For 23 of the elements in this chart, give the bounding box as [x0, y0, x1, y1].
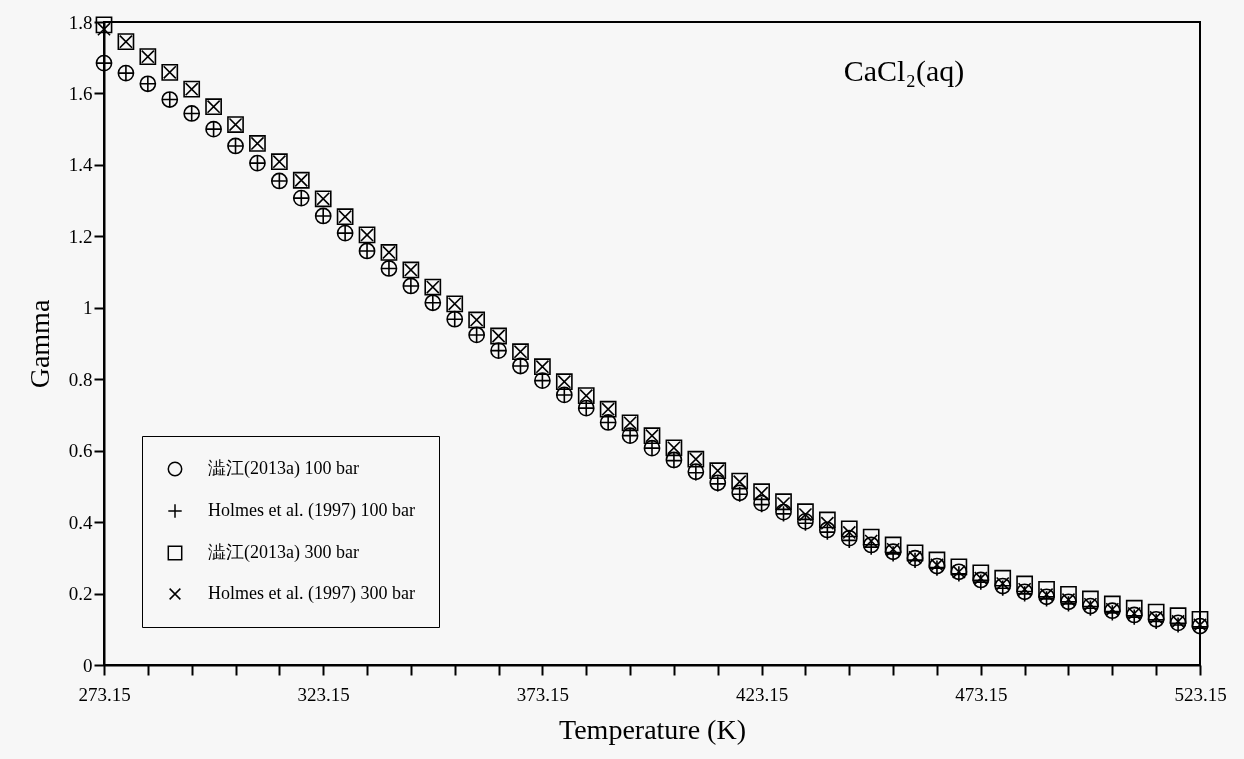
y-tick-label: 0: [83, 654, 93, 676]
y-axis-title: Gamma: [23, 299, 55, 389]
legend-label: 澁江(2013a) 300 bar: [208, 542, 359, 563]
y-tick-label: 0.6: [68, 440, 93, 462]
y-tick-label: 0.2: [68, 583, 93, 605]
x-axis-title: Temperature (K): [559, 713, 746, 745]
y-tick-label: 0.8: [68, 368, 93, 390]
x-tick-label: 273.15: [78, 683, 131, 705]
x-tick-label: 323.15: [297, 683, 350, 705]
annotation: CaCl₂(aq): [843, 54, 965, 88]
y-tick-label: 1.8: [68, 11, 93, 33]
legend-label: Holmes et al. (1997) 300 bar: [208, 583, 415, 604]
legend-label: 澁江(2013a) 100 bar: [208, 458, 359, 479]
y-tick-label: 1.6: [68, 82, 93, 104]
y-tick-label: 1: [83, 297, 93, 319]
x-tick-label: 423.15: [735, 683, 789, 705]
x-tick-label: 523.15: [1174, 683, 1227, 705]
x-tick-label: 473.15: [955, 683, 1008, 705]
y-tick-label: 1.2: [68, 225, 93, 247]
legend-label: Holmes et al. (1997) 100 bar: [208, 500, 415, 521]
x-tick-label: 373.15: [516, 683, 570, 705]
y-tick-label: 1.4: [68, 154, 93, 176]
y-tick-label: 0.4: [68, 511, 93, 533]
